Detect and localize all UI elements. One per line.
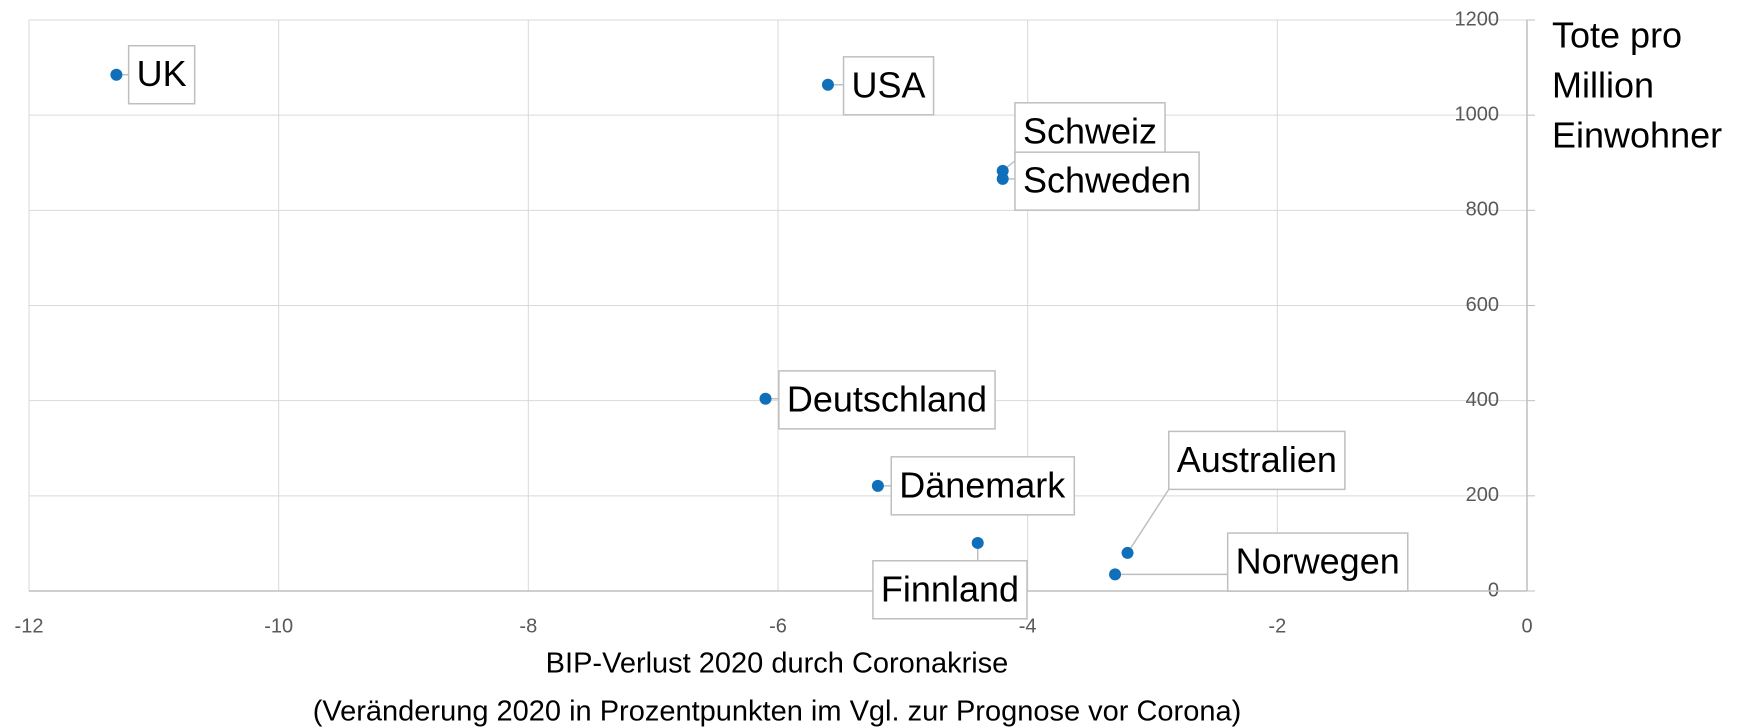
x-tick-label: -4 — [1019, 615, 1037, 637]
point — [1121, 546, 1134, 559]
leader-line — [1126, 488, 1170, 554]
point-label: Deutschland — [787, 378, 987, 419]
label-box — [872, 560, 1028, 620]
data-label: Schweden — [1002, 151, 1200, 211]
point-label: Norwegen — [1236, 541, 1400, 582]
data-label: Deutschland — [765, 370, 996, 430]
label-box — [1014, 151, 1200, 211]
point — [971, 536, 984, 549]
data-label: Norwegen — [1115, 532, 1409, 592]
point — [110, 68, 123, 81]
grid — [28, 19, 1528, 592]
point-label: Schweden — [1023, 160, 1191, 201]
point-label: Dänemark — [899, 464, 1066, 505]
point — [996, 172, 1009, 185]
y-axis-title: Tote pro — [1552, 15, 1682, 56]
y-tick-label: 1000 — [1455, 103, 1500, 125]
point-label: UK — [137, 53, 187, 94]
data-label: Finnland — [872, 542, 1028, 620]
point — [871, 479, 884, 492]
point — [1109, 568, 1122, 581]
data-label: Australien — [1126, 430, 1346, 554]
label-box — [127, 44, 196, 105]
x-tick-label: -2 — [1268, 615, 1286, 637]
label-box — [1168, 430, 1346, 491]
data-label: Schweiz — [1002, 102, 1166, 172]
y-axis-title: Million — [1552, 65, 1654, 106]
data-label: UK — [116, 44, 196, 105]
data-label: USA — [827, 56, 935, 116]
data-label: Dänemark — [877, 456, 1076, 516]
x-axis-title: BIP-Verlust 2020 durch Coronakrise — [546, 648, 1009, 680]
y-tick-label: 600 — [1466, 294, 1499, 316]
label-box — [1226, 532, 1409, 592]
label-box — [1014, 102, 1166, 162]
y-tick-label: 400 — [1466, 389, 1499, 411]
y-tick-label: 1200 — [1455, 8, 1500, 30]
y-tick-label: 800 — [1466, 199, 1499, 221]
y-tick-label: 200 — [1466, 484, 1499, 506]
x-tick-label: -12 — [15, 615, 44, 637]
point-label: Australien — [1177, 439, 1337, 480]
x-tick-label: 0 — [1521, 615, 1532, 637]
x-tick-label: -10 — [264, 615, 293, 637]
x-tick-label: -6 — [769, 615, 787, 637]
point — [821, 78, 834, 91]
y-axis-title: Einwohner — [1552, 115, 1722, 156]
label-box — [778, 370, 996, 430]
label-box — [842, 56, 935, 116]
point-label: USA — [852, 64, 926, 105]
x-tick-label: -8 — [519, 615, 537, 637]
point — [759, 392, 772, 405]
label-box — [890, 456, 1076, 516]
point-label: Finnland — [881, 568, 1019, 609]
point-label: Schweiz — [1023, 110, 1157, 151]
x-axis-title: (Veränderung 2020 in Prozentpunkten im V… — [313, 696, 1242, 728]
